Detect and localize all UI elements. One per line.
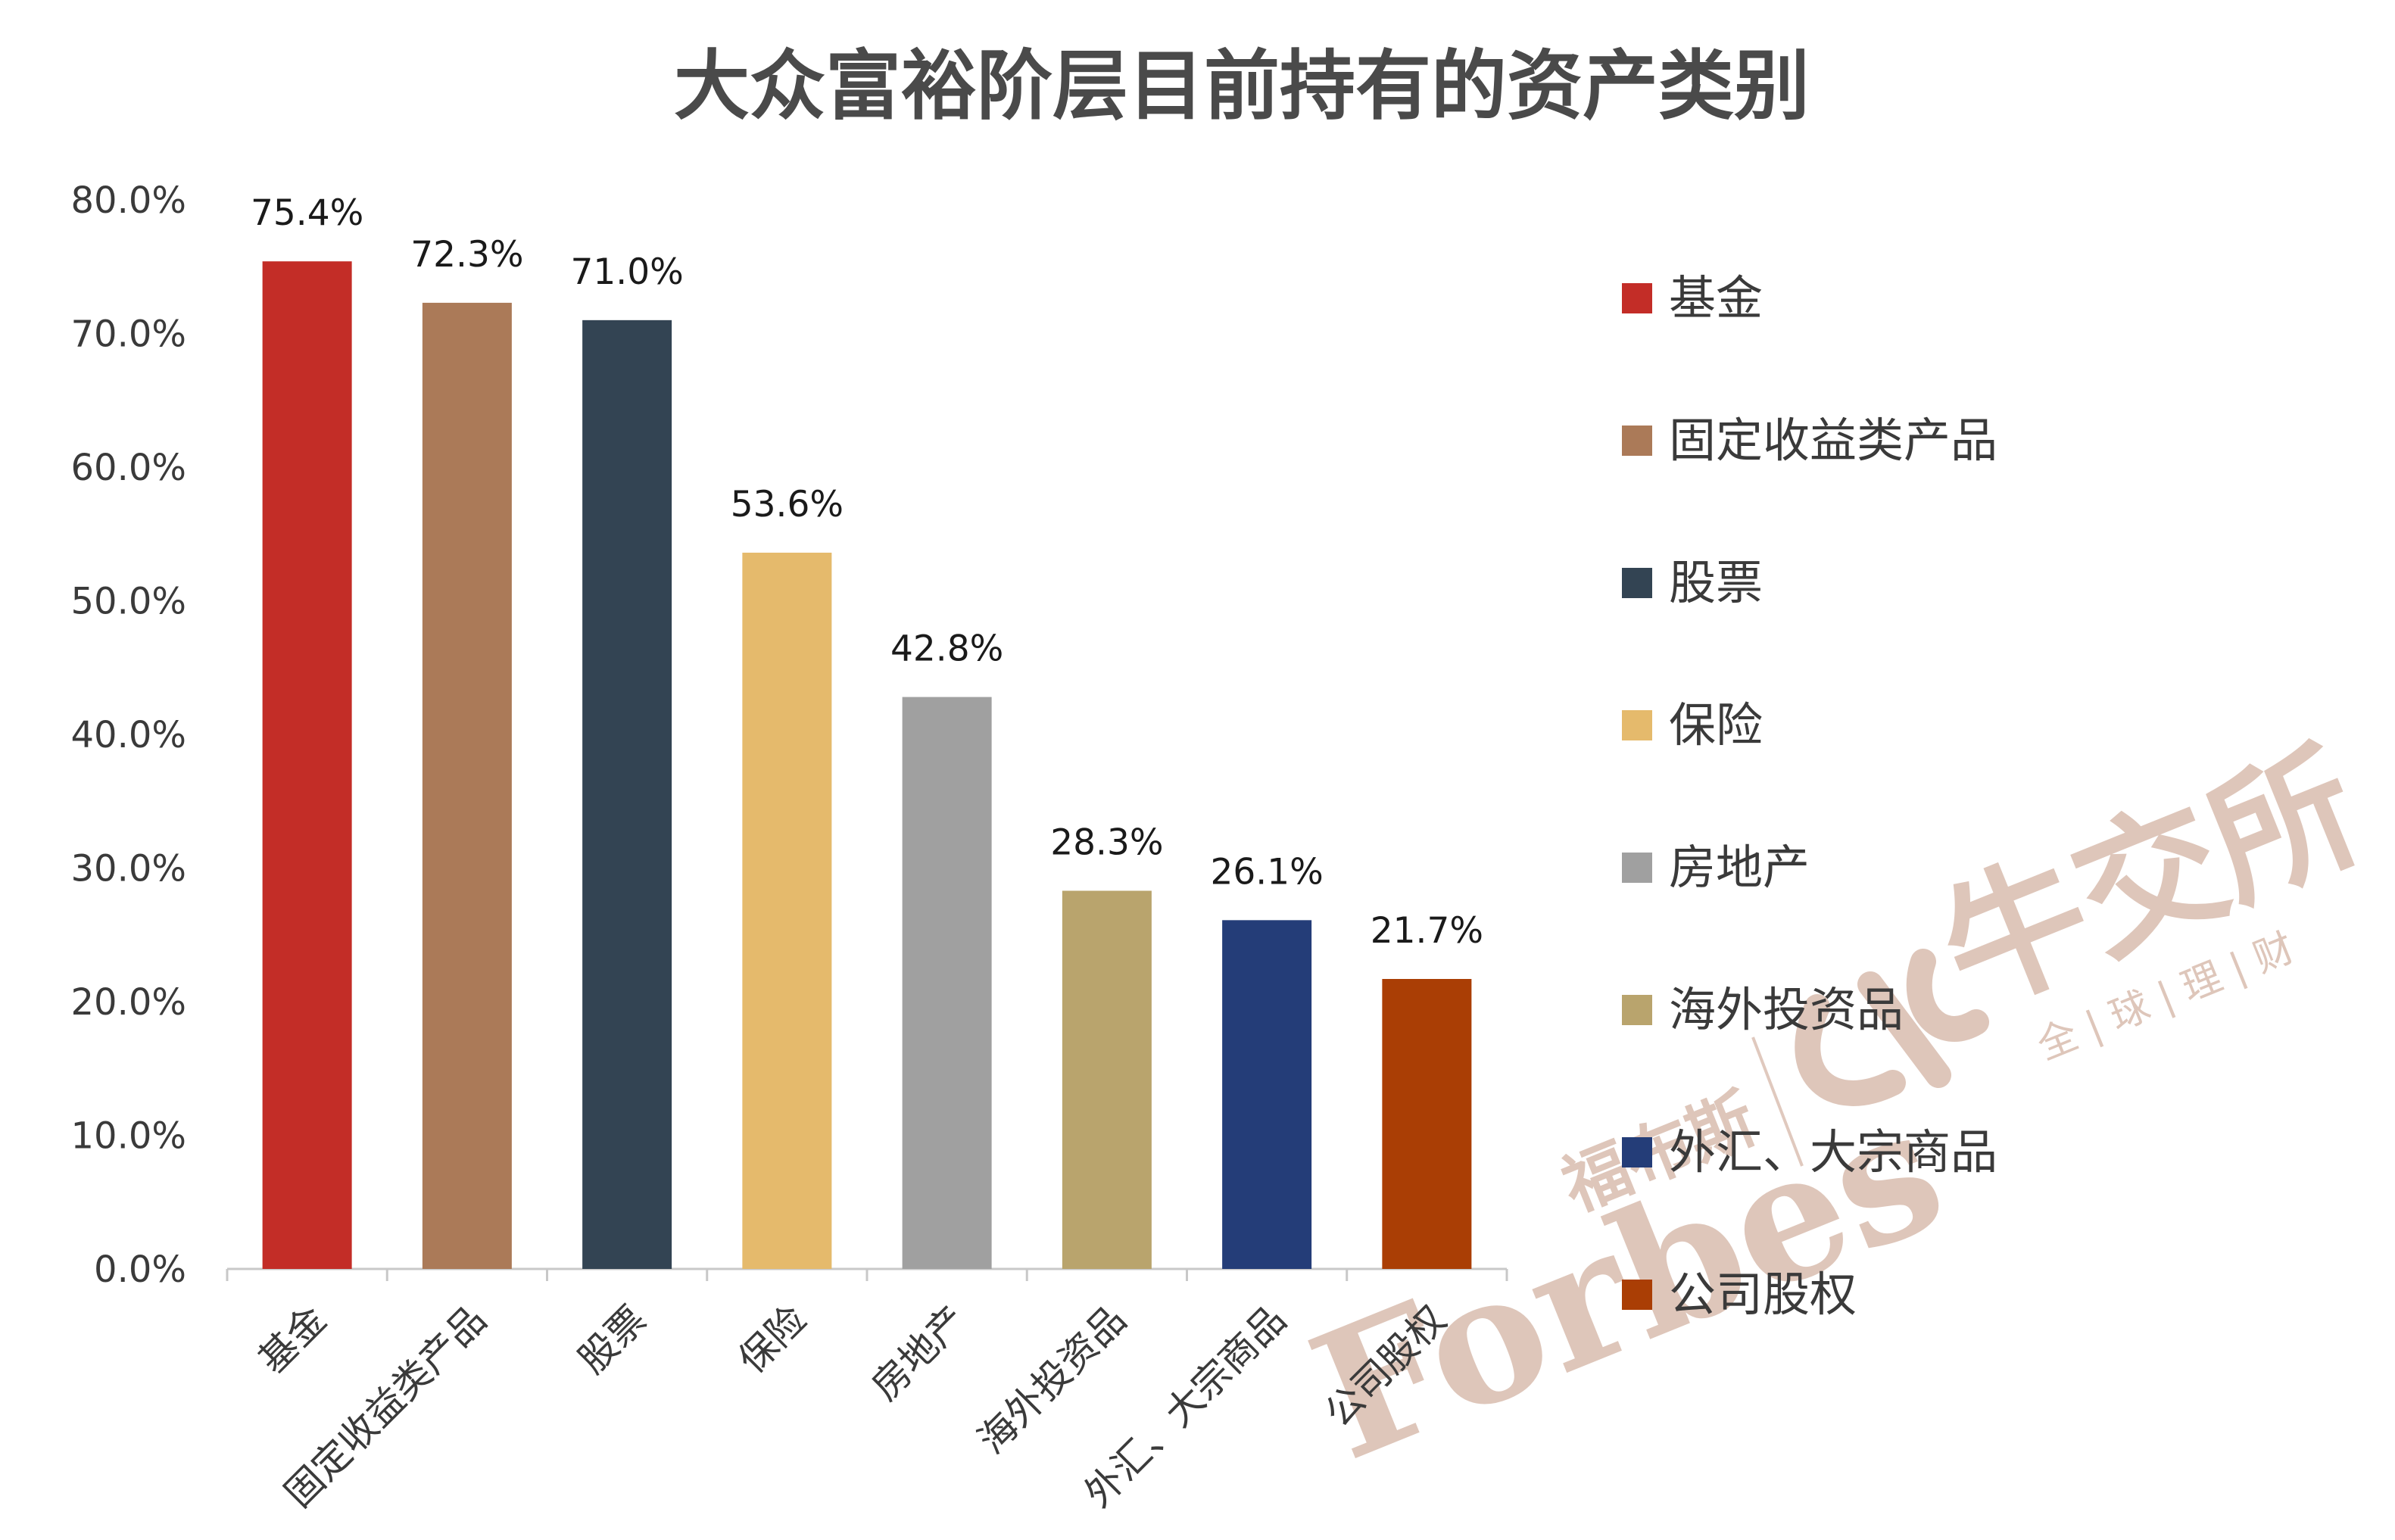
data-label: 26.1%: [1210, 851, 1323, 893]
legend-swatch: [1622, 853, 1652, 883]
legend-label: 海外投资品: [1669, 982, 1904, 1037]
legend-swatch: [1622, 1280, 1652, 1310]
legend-label: 外汇、大宗商品: [1669, 1124, 1997, 1180]
legend-label: 房地产: [1669, 840, 1810, 895]
data-label: 28.3%: [1050, 822, 1163, 864]
data-label: 71.0%: [570, 251, 683, 293]
y-tick-label: 50.0%: [71, 581, 186, 623]
legend-label: 保险: [1669, 697, 1763, 753]
legend-swatch: [1622, 995, 1652, 1025]
bar: [902, 697, 992, 1269]
y-tick-label: 70.0%: [71, 313, 186, 356]
legend-item: 基金: [1622, 270, 1763, 326]
legend-label: 股票: [1669, 555, 1763, 610]
data-label: 75.4%: [251, 192, 363, 234]
bar: [1382, 978, 1472, 1269]
data-label: 21.7%: [1371, 910, 1483, 952]
x-tick-label: 股票: [570, 1297, 655, 1382]
y-tick-label: 30.0%: [71, 848, 186, 890]
x-tick-label: 保险: [730, 1297, 815, 1382]
legend-swatch: [1622, 1137, 1652, 1167]
legend-label: 固定收益类产品: [1669, 413, 1997, 468]
legend-swatch: [1622, 426, 1652, 456]
bars: [262, 261, 1472, 1270]
legend-label: 基金: [1669, 270, 1763, 326]
legend-item: 房地产: [1622, 840, 1810, 895]
bar: [582, 320, 672, 1270]
data-label: 42.8%: [890, 628, 1003, 670]
bar: [742, 552, 832, 1269]
y-tick-label: 10.0%: [71, 1115, 186, 1158]
x-tick-label: 房地产: [863, 1297, 975, 1408]
y-tick-label: 0.0%: [94, 1249, 186, 1291]
legend-item: 外汇、大宗商品: [1622, 1124, 1997, 1180]
bar: [1062, 890, 1152, 1269]
chart-title: 大众富裕阶层目前持有的资产类别: [674, 42, 1810, 130]
legend-label: 公司股权: [1669, 1267, 1857, 1322]
x-tick-label: 海外投资品: [970, 1297, 1135, 1462]
y-tick-label: 40.0%: [71, 714, 186, 756]
y-tick-label: 80.0%: [71, 179, 186, 222]
data-labels: 75.4% 72.3% 71.0% 53.6% 42.8% 28.3% 26.1% 21.7%: [251, 192, 1483, 952]
bar: [422, 302, 512, 1269]
x-axis: [226, 1267, 1508, 1281]
y-tick-label: 60.0%: [71, 447, 186, 489]
legend-swatch: [1622, 568, 1652, 598]
data-label: 53.6%: [731, 484, 844, 525]
legend-swatch: [1622, 710, 1652, 740]
data-label: 72.3%: [410, 234, 523, 276]
legend-item: 海外投资品: [1622, 982, 1904, 1037]
bull-logo-icon: [1795, 949, 1989, 1106]
y-tick-label: 20.0%: [71, 981, 186, 1024]
watermark-divider: [1751, 1037, 1804, 1167]
y-axis: 0.0% 10.0% 20.0% 30.0% 40.0% 50.0% 60.0% 70.0% 8…: [71, 179, 186, 1291]
legend-swatch: [1622, 283, 1652, 313]
x-tick-label: 基金: [250, 1297, 335, 1382]
legend-item: 固定收益类产品: [1622, 413, 1997, 468]
bar: [1222, 920, 1312, 1269]
legend-item: 保险: [1622, 697, 1763, 753]
legend-item: 股票: [1622, 555, 1763, 610]
legend-item: 公司股权: [1622, 1267, 1857, 1322]
bar: [262, 261, 352, 1270]
